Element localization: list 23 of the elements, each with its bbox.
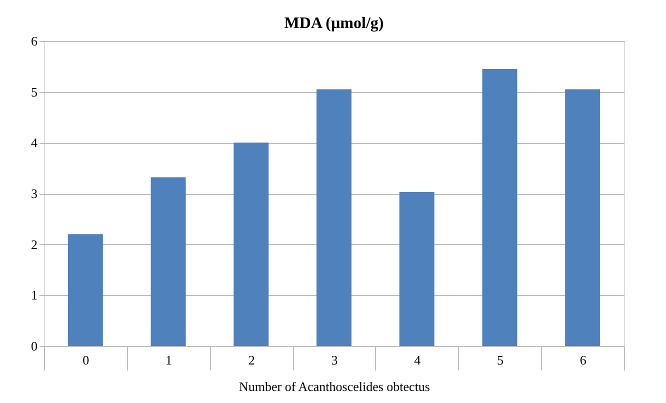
x-tick-label: 1 — [166, 352, 172, 368]
y-tick-label: 3 — [31, 186, 38, 201]
x-tick-label: 3 — [331, 352, 338, 368]
chart-title: MDA (µmol/g) — [284, 15, 384, 32]
x-axis-title: Number of Acanthoscelides obtectus — [239, 379, 430, 394]
bar — [234, 142, 269, 346]
y-tick-label: 1 — [31, 288, 38, 303]
x-tick-label: 5 — [496, 352, 504, 368]
y-tick-label: 0 — [31, 338, 38, 354]
y-tick-label: 6 — [31, 34, 38, 48]
y-tick-label: 5 — [31, 84, 38, 100]
bar — [68, 234, 103, 346]
bar — [150, 177, 186, 346]
x-tick-label: 2 — [248, 352, 255, 368]
x-tick-label: 4 — [414, 352, 422, 368]
bar — [316, 89, 352, 346]
x-tick-label: 0 — [82, 352, 90, 368]
y-tick-label: 4 — [31, 135, 38, 150]
bar — [399, 192, 434, 346]
y-tick-label: 2 — [31, 236, 38, 252]
bar — [482, 68, 518, 346]
x-tick-label: 6 — [580, 352, 587, 368]
bar — [565, 89, 600, 346]
